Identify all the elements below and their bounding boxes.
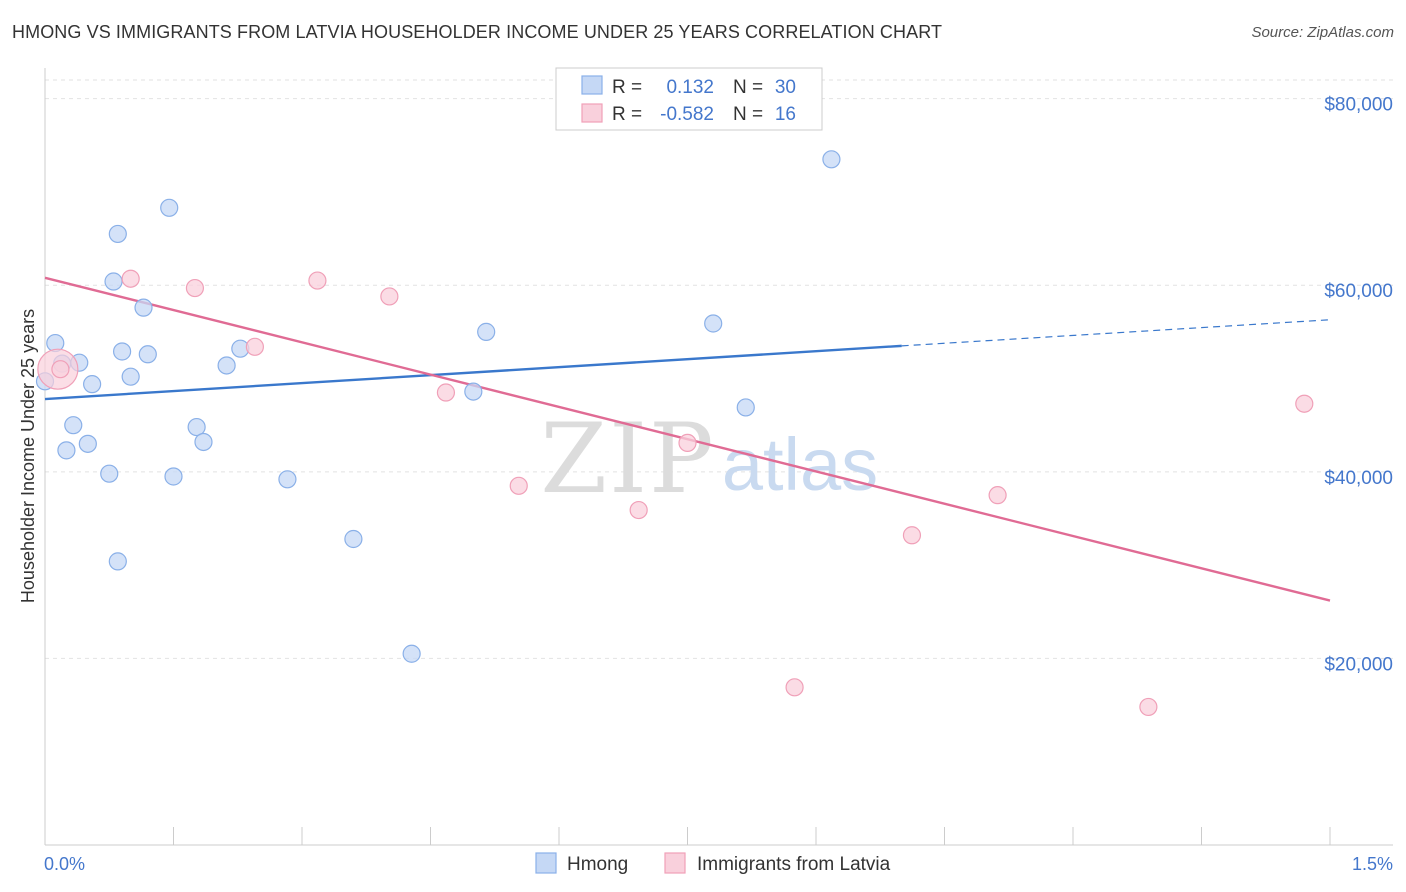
y-axis-title: Householder Income Under 25 years xyxy=(18,309,38,603)
source-label: Source: ZipAtlas.com xyxy=(1251,24,1394,41)
latvia-point-3 xyxy=(245,337,264,356)
latvia-point-1 xyxy=(121,269,140,288)
latvia-point-6 xyxy=(436,383,456,402)
hmong-point-23 xyxy=(344,529,363,549)
latvia-point-14 xyxy=(1295,394,1314,413)
hmong-point-10 xyxy=(108,552,127,571)
latvia-point-2 xyxy=(185,278,205,298)
hmong-point-16 xyxy=(160,198,179,217)
y-tick-labels: $20,000 $40,000 $60,000 $80,000 xyxy=(1324,95,1393,676)
hmong-point-28 xyxy=(736,398,755,417)
latvia-point-8 xyxy=(629,500,648,520)
hmong-point-9 xyxy=(104,272,123,291)
latvia-point-10 xyxy=(785,678,804,697)
bottom-legend-swatch-hmong xyxy=(535,852,557,874)
watermark-atlas: atlas xyxy=(722,423,878,506)
latvia-point-7 xyxy=(509,476,528,495)
latvia-point-11 xyxy=(902,526,922,545)
x-tick-label-max: 1.5% xyxy=(1352,854,1393,874)
hmong-point-18 xyxy=(187,417,206,437)
hmong-point-12 xyxy=(108,224,127,244)
legend-n-value-hmong: 30 xyxy=(775,77,796,98)
hmong-point-11 xyxy=(112,342,132,361)
legend-n-label-latvia: N = xyxy=(733,104,763,125)
latvia-point-9 xyxy=(678,433,697,453)
hmong-point-13 xyxy=(134,298,153,317)
hmong-point-22 xyxy=(278,470,297,489)
bottom-legend-label-hmong: Hmong xyxy=(567,854,628,875)
hmong-point-6 xyxy=(78,434,97,453)
hmong-point-29 xyxy=(822,150,841,169)
hmong-points xyxy=(35,150,841,663)
trend-line-hmong xyxy=(44,344,902,401)
latvia-point-4 xyxy=(308,271,327,290)
legend-r-value-hmong: 0.132 xyxy=(666,77,714,98)
series-legend: Hmong Immigrants from Latvia xyxy=(535,852,891,875)
hmong-point-27 xyxy=(704,314,723,333)
latvia-point-0 xyxy=(51,360,70,379)
hmong-point-15 xyxy=(121,367,140,386)
legend-n-value-latvia: 16 xyxy=(775,104,796,125)
hmong-point-24 xyxy=(402,644,421,663)
x-minor-ticks xyxy=(173,827,1331,845)
legend-r-label-latvia: R = xyxy=(612,104,642,125)
hmong-point-19 xyxy=(194,432,213,452)
stats-legend: R = 0.132 N = 30 R = -0.582 N = 16 xyxy=(555,67,823,131)
latvia-points xyxy=(37,269,1314,717)
hmong-point-3 xyxy=(57,441,76,460)
legend-r-label-hmong: R = xyxy=(612,77,642,98)
legend-r-value-latvia: -0.582 xyxy=(660,104,714,125)
hmong-point-7 xyxy=(83,375,102,394)
hmong-point-4 xyxy=(64,416,83,435)
bottom-legend-swatch-latvia xyxy=(664,852,686,874)
grid-lines xyxy=(45,79,1393,659)
y-tick-label-60000: $60,000 xyxy=(1324,281,1393,302)
y-tick-label-80000: $80,000 xyxy=(1324,95,1393,116)
y-tick-label-40000: $40,000 xyxy=(1324,468,1393,489)
chart-title: HMONG VS IMMIGRANTS FROM LATVIA HOUSEHOL… xyxy=(12,22,943,42)
hmong-point-26 xyxy=(477,322,496,341)
legend-swatch-hmong xyxy=(581,75,603,95)
bottom-legend-label-latvia: Immigrants from Latvia xyxy=(697,854,891,875)
x-tick-label-min: 0.0% xyxy=(44,854,85,874)
hmong-point-25 xyxy=(464,382,483,401)
hmong-point-14 xyxy=(138,345,157,364)
latvia-point-13 xyxy=(1139,697,1158,717)
watermark-zip: ZIP xyxy=(540,403,715,515)
hmong-point-8 xyxy=(100,464,119,483)
latvia-point-5 xyxy=(380,287,399,306)
hmong-point-17 xyxy=(164,467,183,486)
legend-swatch-latvia xyxy=(581,103,603,123)
trend-line-hmong-extension xyxy=(901,319,1331,347)
hmong-point-20 xyxy=(217,356,236,375)
latvia-point-12 xyxy=(988,486,1007,505)
y-tick-label-20000: $20,000 xyxy=(1324,654,1393,675)
legend-n-label-hmong: N = xyxy=(733,77,763,98)
